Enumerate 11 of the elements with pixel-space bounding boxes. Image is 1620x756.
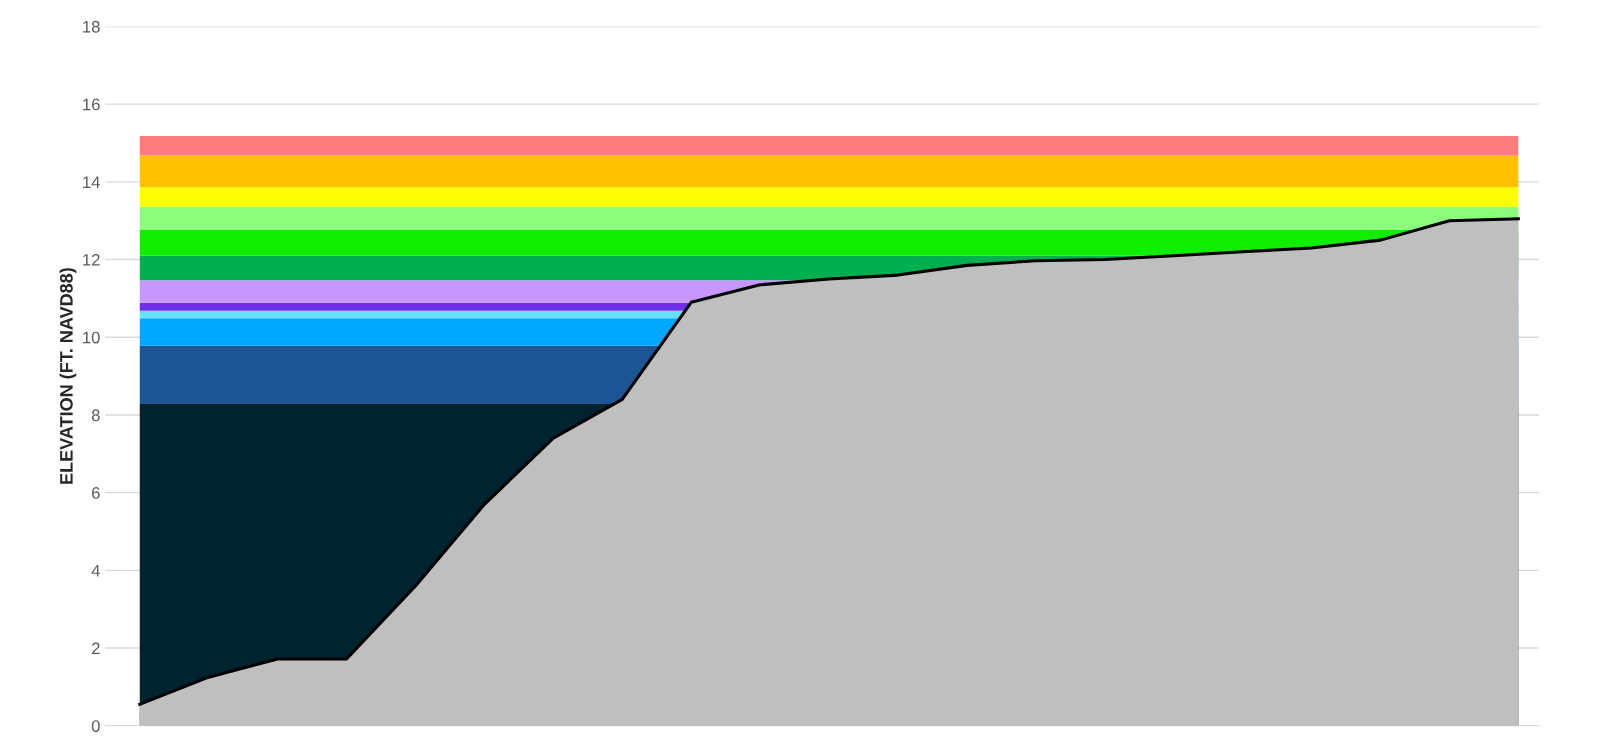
y-tick-label: 6	[92, 487, 100, 499]
y-tick-label: 8	[91, 409, 100, 422]
y-tick-label: 14	[83, 176, 100, 188]
y-tick-label: 18	[83, 20, 100, 33]
y-tick-label: 4	[91, 564, 100, 577]
y-tick-label: 16	[83, 98, 100, 111]
y-tick-label: 10	[83, 331, 100, 344]
y-tick-label: 2	[92, 642, 100, 655]
y-axis-title: ELEVATION (FT. NAVD88)	[59, 268, 77, 484]
y-tick-label: 12	[83, 253, 100, 266]
y-tick-label: 0	[91, 720, 100, 732]
